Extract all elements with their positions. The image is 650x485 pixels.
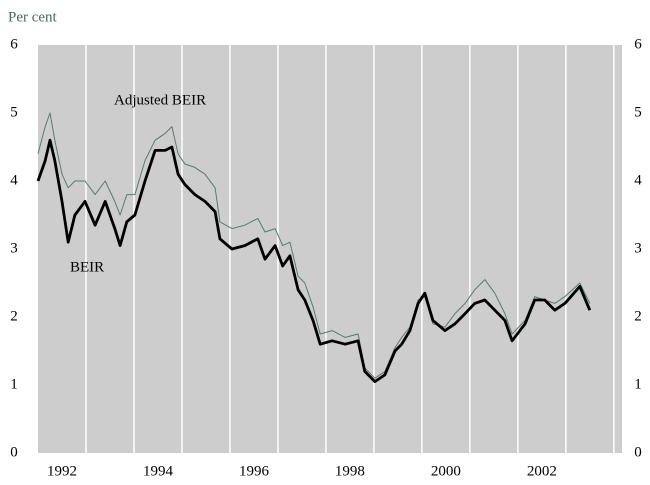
x-tick-label: 1996 [239,463,270,479]
x-tick-label: 2000 [431,463,461,479]
series-label: BEIR [70,259,104,275]
y2-tick-label: 3 [634,240,642,256]
y2-tick-label: 1 [634,376,642,392]
series-line [37,112,591,379]
y-tick-label: 1 [10,376,18,392]
y-tick-label: 5 [10,104,18,120]
y-tick-label: 4 [10,172,18,188]
y2-tick-label: 2 [634,308,642,324]
y-tick-label: 0 [10,444,18,460]
x-tick-label: 1998 [335,463,365,479]
y2-tick-label: 0 [634,444,642,460]
y2-tick-label: 6 [634,36,642,52]
plot-background [38,45,622,453]
series-label: Adjusted BEIR [114,92,206,108]
x-tick-label: 2002 [527,463,557,479]
y2-tick-label: 4 [634,172,642,188]
y-tick-label: 2 [10,308,18,324]
y-axis-unit: Per cent [8,9,58,25]
y-tick-label: 6 [10,36,18,52]
y-tick-label: 3 [10,240,18,256]
x-tick-label: 1992 [47,463,77,479]
y2-tick-label: 5 [634,104,642,120]
series-line [36,138,592,383]
x-tick-label: 1994 [143,463,174,479]
